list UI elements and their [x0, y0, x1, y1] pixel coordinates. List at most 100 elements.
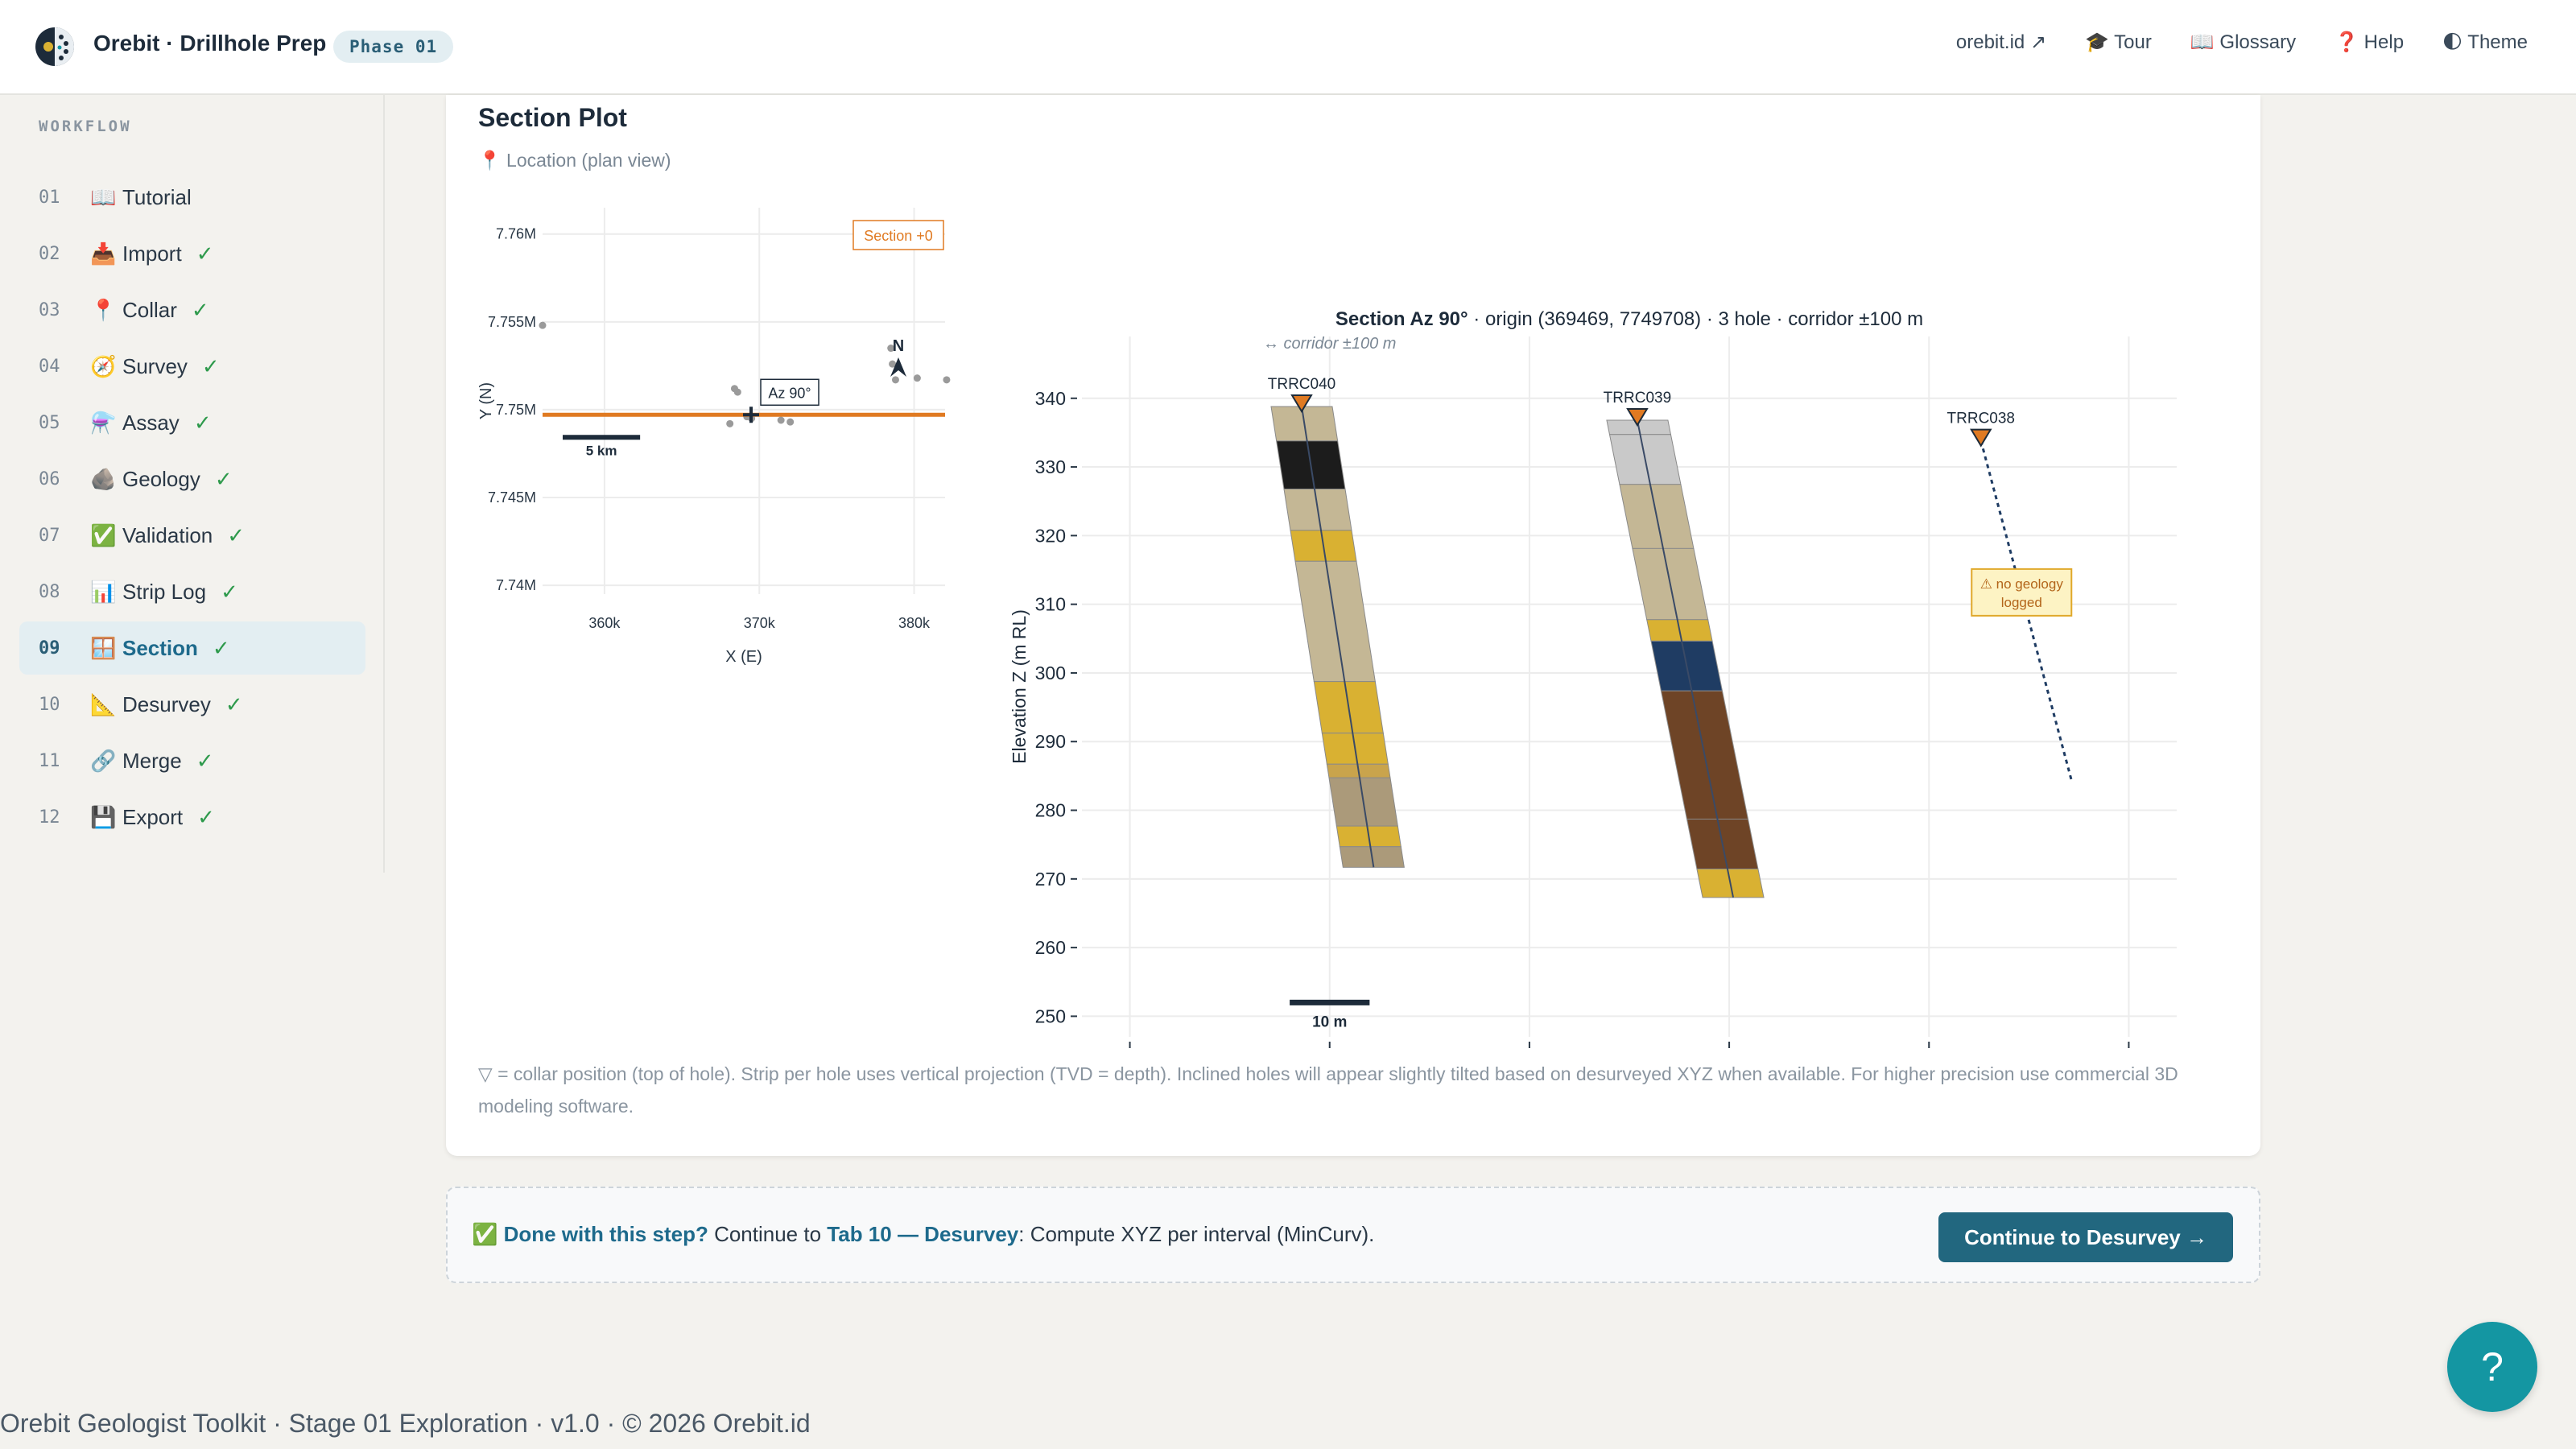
check-icon: ✓	[214, 466, 233, 491]
location-plan-label: 📍 Location (plan view)	[478, 150, 671, 171]
orebit-logo-icon	[35, 27, 74, 66]
sidebar-item-validation[interactable]: 07 ✅ Validation ✓	[19, 509, 365, 562]
collar-marker-icon	[1626, 408, 1649, 427]
x-tick-label: 360k	[588, 615, 621, 631]
x-axis-label: X (E)	[725, 648, 762, 666]
north-label: N	[893, 337, 904, 355]
sidebar-item-section[interactable]: 09 🪟 Section ✓	[19, 621, 365, 675]
y-tick-label: 280	[1035, 800, 1066, 821]
collar-marker-icon	[1970, 428, 1992, 448]
section-plot-card: Section Plot 📍 Location (plan view) 360k…	[446, 95, 2260, 1156]
y-tick-label: 7.745M	[488, 489, 536, 506]
step-label: Assay	[122, 410, 180, 435]
help-fab-button[interactable]: ?	[2447, 1322, 2537, 1412]
section-chart[interactable]: Section Az 90° · origin (369469, 7749708…	[1001, 192, 2257, 1061]
check-icon: ✓	[225, 691, 243, 716]
collar-point	[887, 345, 895, 353]
no-geology-label: logged	[2001, 595, 2042, 610]
step-number: 12	[39, 807, 60, 828]
continue-to-desurvey-button[interactable]: Continue to Desurvey →	[1938, 1212, 2233, 1262]
next-step-description: : Compute XYZ per interval (MinCurv).	[1018, 1222, 1375, 1246]
collar-point	[733, 388, 741, 396]
sidebar-item-survey[interactable]: 04 🧭 Survey ✓	[19, 340, 365, 393]
step-icon: ✅	[90, 522, 117, 547]
step-number: 04	[39, 356, 60, 377]
orebit-link[interactable]: orebit.id ↗	[1955, 31, 2047, 53]
collar-point	[943, 376, 951, 384]
section-note: ▽ = collar position (top of hole). Strip…	[478, 1063, 2178, 1117]
y-tick-label: 260	[1035, 937, 1066, 958]
x-tick-label: −150	[1109, 1059, 1151, 1061]
step-icon: 🪨	[90, 466, 117, 491]
section-scale-bar-label: 10 m	[1312, 1013, 1347, 1030]
azimuth-label: Az 90°	[768, 385, 811, 401]
step-icon: 📖	[90, 184, 117, 209]
collar-point	[777, 416, 785, 424]
y-tick-label: 7.75M	[496, 402, 536, 418]
sidebar-item-assay[interactable]: 05 ⚗️ Assay ✓	[19, 396, 365, 449]
glossary-link[interactable]: 📖 Glossary	[2190, 31, 2297, 53]
sidebar-item-merge[interactable]: 11 🔗 Merge ✓	[19, 734, 365, 787]
sidebar-item-tutorial[interactable]: 01 📖 Tutorial	[19, 171, 365, 224]
check-icon: ✓	[227, 522, 246, 547]
step-icon: 🪟	[90, 635, 117, 660]
check-icon: ✓	[196, 748, 214, 773]
step-label: Collar	[122, 297, 177, 322]
hole-trace	[1636, 419, 1735, 898]
sidebar-item-import[interactable]: 02 📥 Import ✓	[19, 227, 365, 280]
y-tick-label: 310	[1035, 594, 1066, 615]
north-arrow-icon	[890, 357, 906, 377]
y-tick-label: 270	[1035, 869, 1066, 890]
x-tick-label: −50	[1913, 1059, 1945, 1061]
step-label: Geology	[122, 466, 200, 491]
plan-scale-bar-label: 5 km	[586, 443, 617, 458]
step-label: Tutorial	[122, 184, 192, 209]
section-tag: Section +0	[864, 228, 933, 244]
check-icon: ✓	[191, 297, 209, 322]
step-number: 01	[39, 187, 60, 208]
help-link[interactable]: ❓ Help	[2334, 31, 2405, 53]
section-tag-box	[852, 220, 944, 250]
x-tick-label: 380k	[898, 615, 931, 631]
sidebar-item-desurvey[interactable]: 10 📐 Desurvey ✓	[19, 678, 365, 731]
y-axis-label: Y (N)	[478, 382, 495, 419]
sidebar-item-geology[interactable]: 06 🪨 Geology ✓	[19, 452, 365, 506]
check-icon: ✓	[201, 353, 220, 378]
collar-point	[891, 376, 899, 384]
check-icon: ✓	[221, 579, 238, 604]
section-chart-title: Section Az 90° · origin (369469, 7749708…	[1335, 308, 1923, 330]
corridor-label: ↔ corridor ±100 m	[1263, 335, 1396, 353]
theme-toggle[interactable]: 🌓 Theme	[2442, 31, 2528, 53]
hole-label: TRRC040	[1268, 376, 1335, 393]
y-tick-label: 300	[1035, 663, 1066, 683]
sidebar-item-export[interactable]: 12 💾 Export ✓	[19, 791, 365, 844]
step-number: 05	[39, 412, 60, 433]
azimuth-label-box	[760, 378, 819, 407]
tour-link[interactable]: 🎓 Tour	[2085, 31, 2152, 53]
step-number: 08	[39, 581, 60, 602]
check-icon: ✓	[212, 635, 230, 660]
y-axis-label: Elevation Z (m RL)	[1009, 609, 1030, 764]
step-number: 07	[39, 525, 60, 546]
y-tick-label: 340	[1035, 388, 1066, 409]
plan-view-chart[interactable]: 360k 370k 380k 7.74M 7.745M 7.75M 7.755M 7.76M X…	[478, 208, 993, 755]
y-tick-label: 7.76M	[496, 226, 536, 242]
step-number: 06	[39, 469, 60, 489]
hole-trace	[1301, 406, 1375, 868]
collar-marker-icon	[1290, 394, 1313, 413]
sidebar-item-collar[interactable]: 03 📍 Collar ✓	[19, 283, 365, 336]
step-icon: 📊	[90, 579, 117, 604]
app-title: Orebit · Drillhole Prep	[93, 31, 327, 56]
collar-point	[913, 374, 921, 382]
hole-trace-unlogged	[1979, 440, 2073, 780]
top-bar: Orebit · Drillhole Prep Phase 01 orebit.…	[0, 0, 2576, 95]
step-label: Desurvey	[122, 691, 211, 716]
step-label: Import	[122, 241, 182, 266]
y-tick-label: 250	[1035, 1005, 1066, 1026]
y-tick-label: 290	[1035, 731, 1066, 752]
y-tick-label: 330	[1035, 456, 1066, 477]
step-icon: 💾	[90, 804, 117, 829]
sidebar-item-strip-log[interactable]: 08 📊 Strip Log ✓	[19, 565, 365, 618]
hole-label: TRRC039	[1604, 390, 1671, 407]
section-origin-marker	[743, 407, 760, 423]
